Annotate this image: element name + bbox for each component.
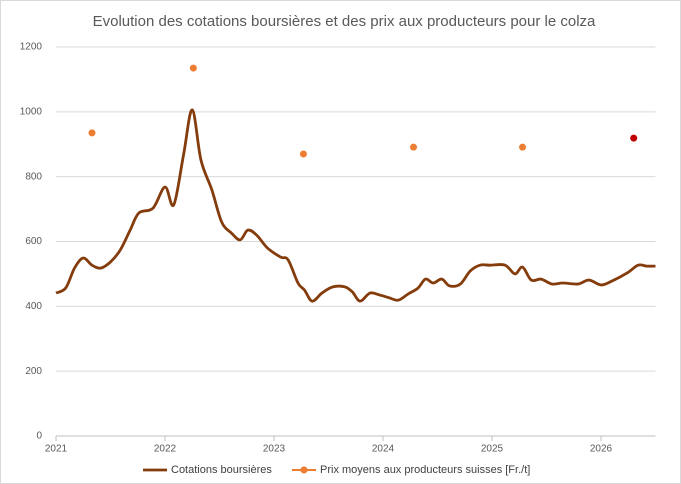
scatter-point <box>88 129 96 137</box>
x-tick-label: 2025 <box>481 444 504 455</box>
chart-title: Evolution des cotations boursières et de… <box>93 13 596 30</box>
scatter-point <box>410 143 418 151</box>
line-series <box>55 108 656 303</box>
y-tick-label: 1000 <box>20 106 43 117</box>
y-tick-label: 0 <box>36 431 42 442</box>
x-tick-label: 2026 <box>590 444 613 455</box>
scatter-point <box>189 64 197 72</box>
x-tick-label: 2023 <box>263 444 286 455</box>
y-tick-label: 1200 <box>20 42 43 53</box>
x-tick-label: 2024 <box>372 444 395 455</box>
x-tick-label: 2022 <box>154 444 177 455</box>
scatter-point <box>630 134 638 142</box>
x-tick-label: 2021 <box>45 444 68 455</box>
y-tick-label: 400 <box>25 301 42 312</box>
y-tick-label: 800 <box>25 171 42 182</box>
legend-marker <box>300 466 308 474</box>
legend-label: Prix moyens aux producteurs suisses [Fr.… <box>320 464 530 476</box>
y-tick-label: 200 <box>25 366 42 377</box>
scatter-point <box>519 143 527 151</box>
legend-label: Cotations boursières <box>171 464 272 476</box>
y-tick-label: 600 <box>25 236 42 247</box>
scatter-point <box>299 150 307 158</box>
